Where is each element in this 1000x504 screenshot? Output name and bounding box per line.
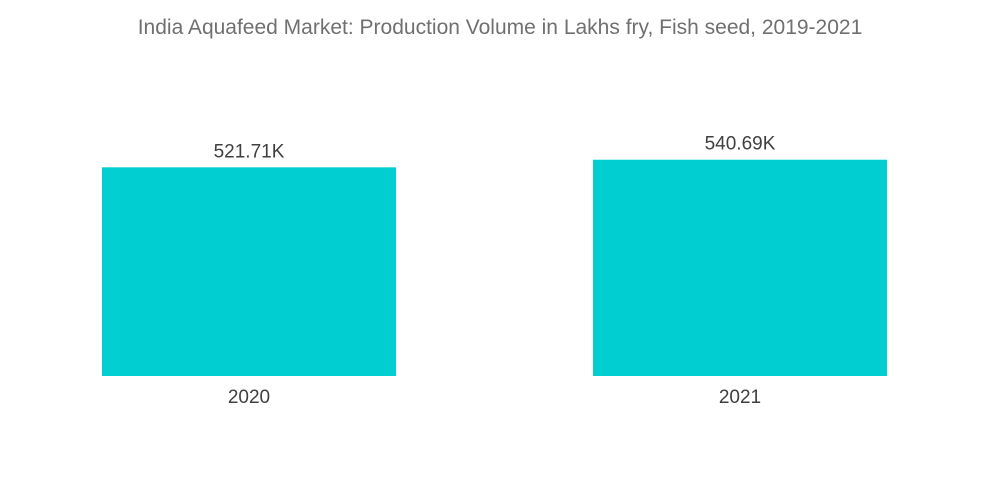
bars-layer xyxy=(102,159,887,376)
x-tick-label-2020: 2020 xyxy=(228,387,270,408)
data-label-2021: 540.69K xyxy=(705,134,776,155)
x-tick-label-2021: 2021 xyxy=(719,387,761,408)
x-axis-ticks: 2020 2021 xyxy=(228,387,761,408)
data-labels-layer: 521.71K 540.69K xyxy=(214,134,776,163)
data-label-2020: 521.71K xyxy=(214,141,285,162)
chart-title: India Aquafeed Market: Production Volume… xyxy=(137,16,863,39)
bar-2021 xyxy=(593,159,887,376)
bar-2020 xyxy=(102,167,396,376)
